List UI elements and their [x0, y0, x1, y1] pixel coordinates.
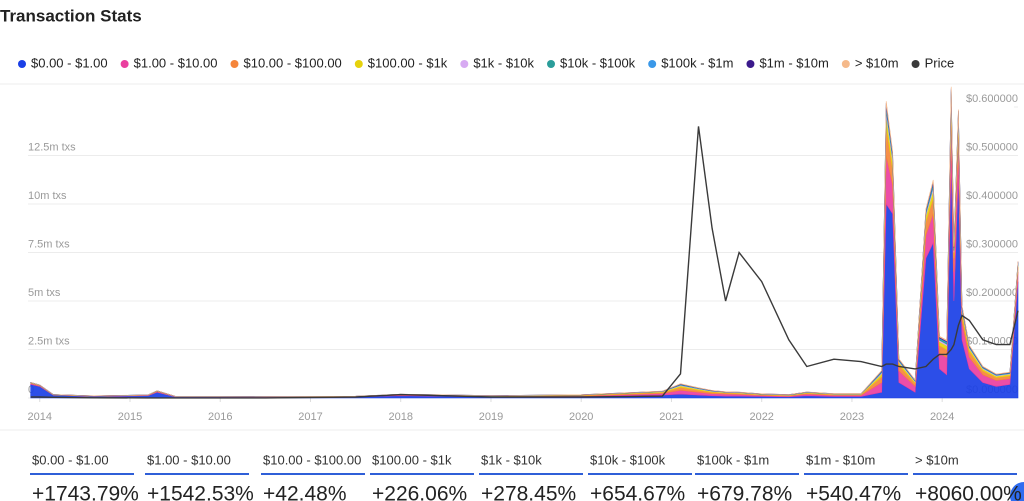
legend-label: $100k - $1m [661, 55, 733, 70]
y2-tick-label: $0.500000 [966, 141, 1018, 153]
stat-change: +1542.53% [147, 483, 254, 501]
x-tick-label: 2016 [208, 411, 232, 423]
legend-label: $1k - $10k [473, 55, 534, 70]
stat-change: +540.47% [806, 483, 901, 501]
y2-tick-label: $0.300000 [966, 238, 1018, 250]
x-tick-label: 2019 [479, 411, 503, 423]
y-tick-label: 7.5m txs [28, 238, 70, 250]
y2-tick-label: $0.400000 [966, 190, 1018, 202]
stacked-area [30, 86, 1019, 397]
stat-label: $10.00 - $100.00 [263, 452, 361, 467]
x-tick-label: 2022 [749, 411, 773, 423]
legend-dot [746, 60, 755, 68]
stat-label: $1k - $10k [481, 452, 542, 467]
x-tick-label: 2020 [569, 411, 593, 423]
legend-label: $10k - $100k [560, 55, 636, 70]
legend-dot [911, 60, 920, 68]
stacked-area [30, 161, 1019, 399]
legend-dot [354, 60, 363, 68]
stat-label: $100.00 - $1k [372, 452, 452, 467]
stat-change: +679.78% [697, 483, 792, 501]
stat-label: $1.00 - $10.00 [147, 452, 231, 467]
stacked-area [30, 88, 1019, 397]
legend-label: $1.00 - $10.00 [134, 55, 218, 70]
stat-label: $100k - $1m [697, 452, 769, 467]
legend-dot [230, 60, 239, 68]
y-tick-label: 5m txs [28, 287, 61, 299]
stat-change: +654.67% [590, 483, 685, 501]
chart-title: Transaction Stats [0, 6, 142, 25]
y-tick-label: 2.5m txs [28, 335, 70, 347]
legend-dot [460, 60, 469, 68]
stacked-area [30, 94, 1019, 397]
x-tick-label: 2015 [118, 411, 142, 423]
legend-dot [18, 60, 26, 68]
stat-label: $10k - $100k [590, 452, 666, 467]
legend-label: $0.00 - $1.00 [31, 55, 108, 70]
legend-dot [547, 60, 556, 68]
x-tick-label: 2024 [930, 411, 954, 423]
legend-label: > $10m [855, 55, 899, 70]
stat-label: > $10m [915, 452, 959, 467]
x-tick-label: 2018 [388, 411, 412, 423]
stat-label: $1m - $10m [806, 452, 875, 467]
stat-change: +42.48% [263, 483, 347, 501]
legend-dot [120, 60, 129, 68]
stat-change: +278.45% [481, 483, 576, 501]
legend-label: $1m - $10m [759, 55, 828, 70]
stacked-area [30, 91, 1019, 397]
y-tick-label: 10m txs [28, 190, 67, 202]
stacked-area [30, 122, 1019, 398]
legend-label: $10.00 - $100.00 [243, 55, 341, 70]
stat-change: +226.06% [372, 483, 467, 501]
y2-tick-label: $0.600000 [966, 93, 1018, 105]
y2-tick-label: $0.200000 [966, 287, 1018, 299]
stacked-area [30, 105, 1019, 398]
scroll-button[interactable] [1010, 482, 1024, 501]
x-tick-label: 2014 [27, 411, 51, 423]
stat-label: $0.00 - $1.00 [32, 452, 109, 467]
stacked-area [30, 97, 1019, 397]
legend-label: $100.00 - $1k [368, 55, 448, 70]
stat-change: +1743.79% [32, 483, 139, 501]
x-tick-label: 2023 [840, 411, 864, 423]
legend-dot [841, 60, 850, 68]
x-tick-label: 2017 [298, 411, 322, 423]
legend-label: Price [925, 55, 955, 70]
stat-change: +8060.00% [915, 483, 1022, 501]
stacked-area [30, 89, 1019, 397]
x-tick-label: 2021 [659, 411, 683, 423]
price-line [30, 126, 1019, 399]
y-tick-label: 12.5m txs [28, 141, 76, 153]
legend-dot [648, 60, 657, 68]
